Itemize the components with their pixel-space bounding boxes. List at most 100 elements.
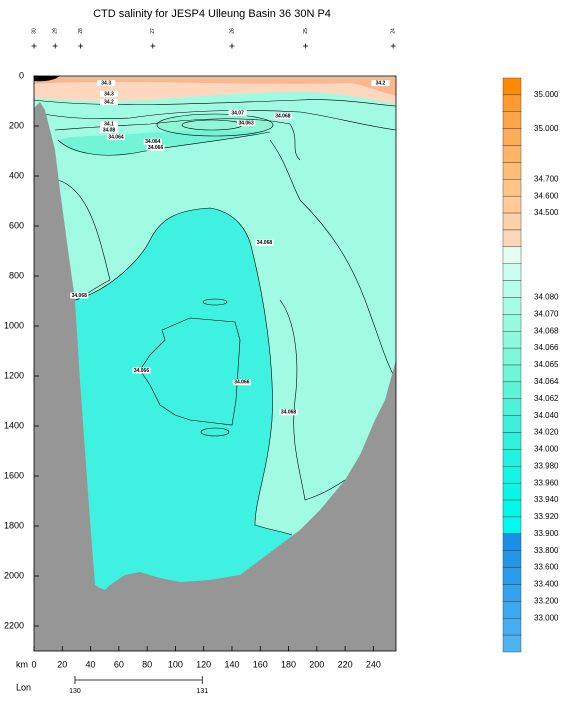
colorbar-label: 34.068 bbox=[534, 326, 559, 335]
contour-label: 34.066 bbox=[234, 380, 250, 386]
contour-label-bg bbox=[273, 113, 292, 119]
station-label: 25 bbox=[303, 28, 309, 34]
contour-label: 34.1 bbox=[104, 121, 114, 127]
colorbar-band bbox=[502, 584, 522, 602]
y-tick-label: 1200 bbox=[4, 370, 24, 380]
x2-axis-label: Lon bbox=[16, 682, 31, 692]
colorbar-label: 34.080 bbox=[534, 293, 559, 302]
station-marker bbox=[31, 43, 37, 49]
contour-label: 34.068 bbox=[257, 240, 273, 246]
contour-label: 34.066 bbox=[148, 145, 164, 151]
colorbar-label: 33.200 bbox=[534, 596, 559, 605]
colorbar-band bbox=[502, 482, 522, 501]
contour-label-bg bbox=[99, 91, 118, 97]
colorbar-band bbox=[502, 195, 522, 214]
colorbar-band bbox=[502, 77, 522, 96]
station-marker bbox=[78, 43, 84, 49]
contour-label: 34.063 bbox=[238, 120, 254, 126]
contour-label: 34.068 bbox=[72, 293, 88, 299]
contour-label-bg bbox=[99, 121, 118, 127]
colorbar-band bbox=[502, 601, 522, 619]
colorbar-label: 33.940 bbox=[534, 495, 559, 504]
contour-label-bg bbox=[132, 367, 151, 374]
colorbar-label: 34.064 bbox=[534, 377, 559, 386]
x-tick-label: 220 bbox=[338, 659, 353, 669]
colorbar-label: 33.960 bbox=[534, 478, 559, 487]
salinity-field bbox=[33, 76, 397, 651]
colorbar-band bbox=[502, 111, 522, 129]
y-tick-label: 1800 bbox=[4, 520, 24, 530]
contour-label: 34.066 bbox=[134, 368, 150, 374]
colorbar-label: 33.000 bbox=[534, 613, 559, 622]
core-region bbox=[75, 208, 292, 592]
contour-label-bg bbox=[143, 138, 162, 145]
x-tick-label: 240 bbox=[366, 659, 381, 669]
station-label: 24 bbox=[391, 28, 397, 34]
colorbar-label: 34.600 bbox=[534, 191, 559, 200]
colorbar-band bbox=[502, 466, 522, 484]
colorbar-band bbox=[502, 499, 522, 518]
y-tick-label: 2200 bbox=[4, 620, 24, 630]
colorbar-band bbox=[502, 364, 522, 383]
x-tick-label: 140 bbox=[224, 659, 239, 669]
y-tick-label: 600 bbox=[9, 220, 24, 230]
colorbar-band bbox=[502, 550, 522, 568]
y-tick-label: 400 bbox=[9, 170, 24, 180]
colorbar-label: 35.000 bbox=[534, 124, 559, 133]
colorbar-label: 34.070 bbox=[534, 309, 559, 318]
colorbar-band bbox=[502, 314, 522, 332]
contour-label: 34.07 bbox=[231, 110, 244, 116]
contour-label-bg bbox=[99, 127, 118, 133]
x-tick-label: 40 bbox=[86, 659, 96, 669]
colorbar-band bbox=[502, 145, 522, 163]
colorbar-band bbox=[502, 634, 522, 653]
colorbar-band bbox=[502, 533, 522, 551]
colorbar-band bbox=[502, 432, 522, 450]
colorbar-label: 34.040 bbox=[534, 411, 559, 420]
colorbar-band bbox=[502, 162, 522, 180]
colorbar-label: 34.700 bbox=[534, 174, 559, 183]
contour-lines bbox=[33, 99, 397, 536]
colorbar-label: 34.066 bbox=[534, 343, 559, 352]
colorbar-band bbox=[502, 398, 522, 416]
y-tick-label: 1000 bbox=[4, 320, 24, 330]
station-marker bbox=[52, 43, 58, 49]
colorbar-label: 34.500 bbox=[534, 208, 559, 217]
colorbar-band bbox=[502, 229, 522, 248]
colorbar-band bbox=[502, 128, 522, 146]
surface-layer-high bbox=[34, 77, 396, 96]
colorbar-label: 34.000 bbox=[534, 445, 559, 454]
y-tick-label: 2000 bbox=[4, 570, 24, 580]
x-tick-label: 60 bbox=[114, 659, 124, 669]
contour-label: 34.3 bbox=[104, 91, 114, 97]
colorbar-band bbox=[502, 263, 522, 281]
contour-label-bg bbox=[371, 80, 390, 86]
colorbar-band bbox=[502, 280, 522, 298]
station-marker bbox=[229, 43, 235, 49]
station-label: 28 bbox=[78, 28, 84, 34]
colorbar-label: 34.062 bbox=[534, 394, 559, 403]
colorbar-band bbox=[502, 179, 522, 197]
contour-label-bg bbox=[279, 409, 298, 416]
station-marker bbox=[390, 43, 396, 49]
lens bbox=[157, 114, 273, 136]
contour-label: 34.2 bbox=[104, 99, 114, 105]
x-tick-label: 180 bbox=[281, 659, 296, 669]
x-tick-label: 100 bbox=[168, 659, 183, 669]
contour-label-bg bbox=[99, 99, 118, 105]
colorbar-label: 33.800 bbox=[534, 546, 559, 555]
x2-tick-label: 131 bbox=[196, 688, 208, 695]
colorbar-band bbox=[502, 381, 522, 399]
colorbar-label: 34.065 bbox=[534, 360, 559, 369]
colorbar-label: 33.600 bbox=[534, 563, 559, 572]
surface-max bbox=[34, 76, 60, 82]
contour-label: 34.064 bbox=[108, 134, 124, 140]
x2-tick-label: 130 bbox=[69, 688, 81, 695]
colorbar-label: 33.400 bbox=[534, 580, 559, 589]
station-label: 26 bbox=[229, 28, 235, 34]
contour-label: 34.2 bbox=[376, 80, 386, 86]
colorbar-band bbox=[502, 415, 522, 433]
contour-label-bg bbox=[255, 239, 274, 246]
colorbar-label: 35.000 bbox=[534, 90, 559, 99]
